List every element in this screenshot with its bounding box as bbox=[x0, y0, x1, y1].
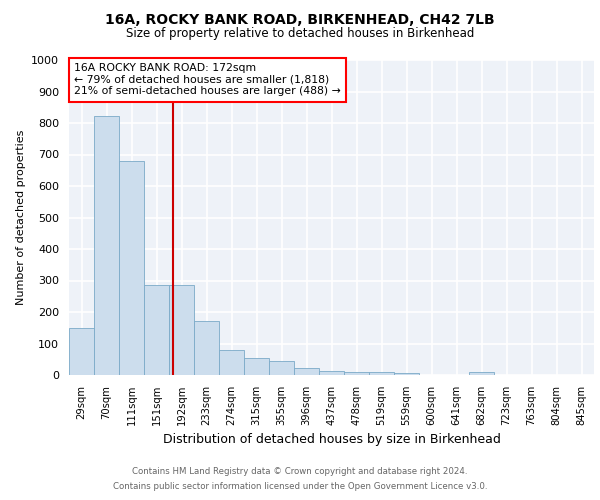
Bar bbox=[369, 372, 394, 375]
Bar bbox=[294, 368, 319, 375]
Text: Size of property relative to detached houses in Birkenhead: Size of property relative to detached ho… bbox=[126, 28, 474, 40]
Bar bbox=[169, 285, 194, 375]
Text: Contains public sector information licensed under the Open Government Licence v3: Contains public sector information licen… bbox=[113, 482, 487, 491]
X-axis label: Distribution of detached houses by size in Birkenhead: Distribution of detached houses by size … bbox=[163, 434, 500, 446]
Text: 16A, ROCKY BANK ROAD, BIRKENHEAD, CH42 7LB: 16A, ROCKY BANK ROAD, BIRKENHEAD, CH42 7… bbox=[105, 12, 495, 26]
Bar bbox=[244, 358, 269, 375]
Bar bbox=[69, 328, 94, 375]
Text: 16A ROCKY BANK ROAD: 172sqm
← 79% of detached houses are smaller (1,818)
21% of : 16A ROCKY BANK ROAD: 172sqm ← 79% of det… bbox=[74, 63, 341, 96]
Y-axis label: Number of detached properties: Number of detached properties bbox=[16, 130, 26, 305]
Bar bbox=[144, 285, 169, 375]
Text: Contains HM Land Registry data © Crown copyright and database right 2024.: Contains HM Land Registry data © Crown c… bbox=[132, 467, 468, 476]
Bar bbox=[219, 350, 244, 375]
Bar bbox=[94, 116, 119, 375]
Bar bbox=[119, 162, 144, 375]
Bar bbox=[394, 373, 419, 375]
Bar bbox=[319, 370, 344, 375]
Bar bbox=[469, 372, 494, 375]
Bar bbox=[269, 361, 294, 375]
Bar bbox=[194, 321, 219, 375]
Bar bbox=[344, 372, 369, 375]
